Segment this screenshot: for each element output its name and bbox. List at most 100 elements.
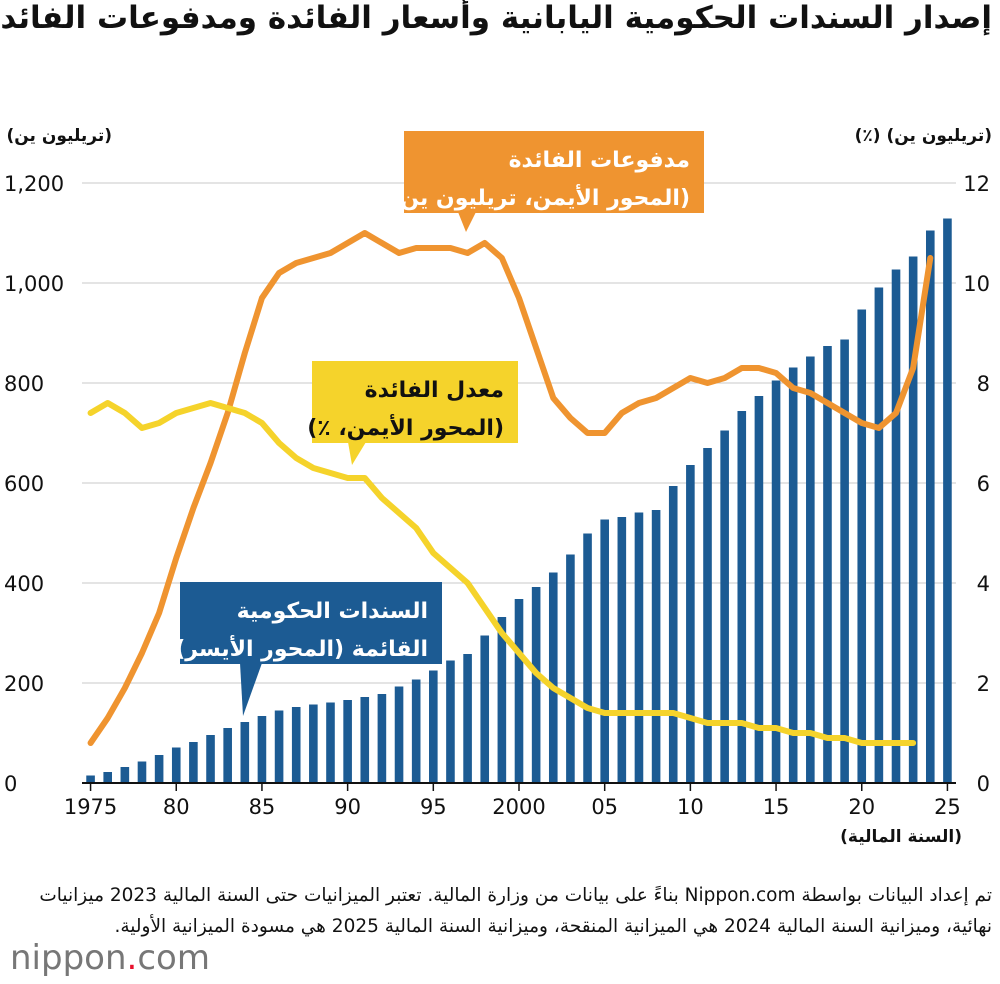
x-tick-label: 95 xyxy=(420,795,447,819)
bar xyxy=(874,287,884,783)
annotation-bonds-label: السندات الحكومية xyxy=(237,599,428,624)
bar xyxy=(634,512,644,783)
y-right-tick-label: 12 xyxy=(963,172,990,196)
x-tick-label: 10 xyxy=(677,795,704,819)
annotation-payments-label: (المحور الأيمن، تريليون ين) xyxy=(390,183,690,211)
annotation-payments-pointer xyxy=(458,212,476,232)
bar xyxy=(514,599,524,783)
bar xyxy=(480,635,490,783)
bar xyxy=(737,411,747,783)
y-left-tick-label: 800 xyxy=(4,372,44,396)
bar xyxy=(394,686,404,783)
bar xyxy=(103,772,113,783)
annotation-bonds-box xyxy=(180,582,442,664)
bar xyxy=(788,367,798,783)
annotation-payments: مدفوعات الفائدة (المحور الأيمن، تريليون ي… xyxy=(390,131,704,232)
x-tick-label: 2000 xyxy=(492,795,545,819)
bar xyxy=(223,728,232,783)
bar xyxy=(686,465,695,783)
bar xyxy=(206,735,215,783)
x-axis-label: (السنة المالية) xyxy=(840,827,962,847)
annotation-payments-label: مدفوعات الفائدة xyxy=(509,148,690,173)
annotation-payments-box xyxy=(404,131,704,213)
annotation-rate-box xyxy=(312,361,518,443)
y-left-tick-label: 1,200 xyxy=(4,172,64,196)
x-tick-label: 90 xyxy=(334,795,361,819)
bar xyxy=(360,697,370,783)
bar xyxy=(377,694,387,783)
y-left-tick-label: 400 xyxy=(4,572,44,596)
bar xyxy=(429,670,438,783)
annotation-rate-label: معدل الفائدة xyxy=(365,378,504,403)
bar xyxy=(171,747,181,783)
annotations: مدفوعات الفائدة (المحور الأيمن، تريليون ي… xyxy=(175,131,704,716)
bar xyxy=(343,700,352,783)
nippon-logo: nippon.com xyxy=(10,938,210,978)
bar xyxy=(446,660,455,783)
chart-title: إصدار السندات الحكومية اليابانية وأسعار … xyxy=(0,0,992,36)
annotation-bonds-pointer xyxy=(240,663,262,716)
bar xyxy=(531,587,541,783)
x-tick-label: 15 xyxy=(763,795,790,819)
x-tick-label: 80 xyxy=(163,795,190,819)
bar xyxy=(548,572,558,783)
bar xyxy=(189,742,198,783)
x-tick-label: 05 xyxy=(591,795,618,819)
y-left-unit: (تريليون ين) xyxy=(6,126,112,146)
bar xyxy=(240,722,250,783)
bar xyxy=(137,761,147,783)
bar xyxy=(925,230,935,783)
bar xyxy=(651,510,661,783)
bar xyxy=(463,654,472,783)
y-right-tick-label: 6 xyxy=(977,472,990,496)
axes: 0 0 200 2 400 4 600 6 800 8 1,000 10 1,200 12 1975 80 85… xyxy=(4,126,992,847)
y-left-tick-label: 600 xyxy=(4,472,44,496)
y-right-tick-label: 2 xyxy=(977,672,990,696)
chart: 0 0 200 2 400 4 600 6 800 8 1,000 10 1,200 12 1975 80 85… xyxy=(4,126,992,847)
y-right-unit: (تريليون ين) (٪) xyxy=(855,126,992,146)
bar xyxy=(566,554,575,783)
bar xyxy=(857,309,867,783)
line-interest-payments xyxy=(87,230,934,746)
y-left-tick-label: 200 xyxy=(4,672,44,696)
x-tick-label: 20 xyxy=(848,795,875,819)
y-right-tick-label: 4 xyxy=(977,572,990,596)
bar xyxy=(86,775,95,783)
y-left-tick-label: 0 xyxy=(4,772,17,796)
x-tick-label: 1975 xyxy=(64,795,117,819)
bar xyxy=(274,710,284,783)
bar xyxy=(720,430,729,783)
bar xyxy=(771,380,781,783)
bar xyxy=(600,519,609,783)
bar xyxy=(617,517,627,783)
bar xyxy=(668,486,678,783)
bar xyxy=(411,679,421,783)
y-right-tick-label: 10 xyxy=(963,272,990,296)
bar xyxy=(891,269,901,783)
bar xyxy=(703,448,712,783)
lines xyxy=(87,230,934,746)
bar xyxy=(754,396,764,783)
y-right-tick-label: 8 xyxy=(977,372,990,396)
annotation-bonds-label: القائمة (المحور الأيسر) xyxy=(175,634,428,662)
source-note: تم إعداد البيانات بواسطة Nippon.com بناء… xyxy=(39,885,992,937)
bar xyxy=(291,707,301,783)
bar xyxy=(840,339,849,783)
annotation-rate: معدل الفائدة (المحور الأيمن، ٪) xyxy=(307,361,518,465)
annotation-rate-label: (المحور الأيمن، ٪) xyxy=(307,413,504,441)
bar xyxy=(326,702,335,783)
bar xyxy=(120,767,130,783)
bar xyxy=(806,356,815,783)
bar xyxy=(823,346,832,783)
bar xyxy=(257,716,267,783)
bars-outstanding-bonds xyxy=(86,218,952,783)
bar xyxy=(583,533,592,783)
y-right-tick-label: 0 xyxy=(977,772,990,796)
bar xyxy=(908,256,918,783)
bar xyxy=(497,617,507,783)
bar xyxy=(943,218,952,783)
bar xyxy=(309,704,318,783)
line-interest-rate xyxy=(87,400,917,746)
bar xyxy=(154,755,164,783)
x-tick-label: 25 xyxy=(934,795,961,819)
